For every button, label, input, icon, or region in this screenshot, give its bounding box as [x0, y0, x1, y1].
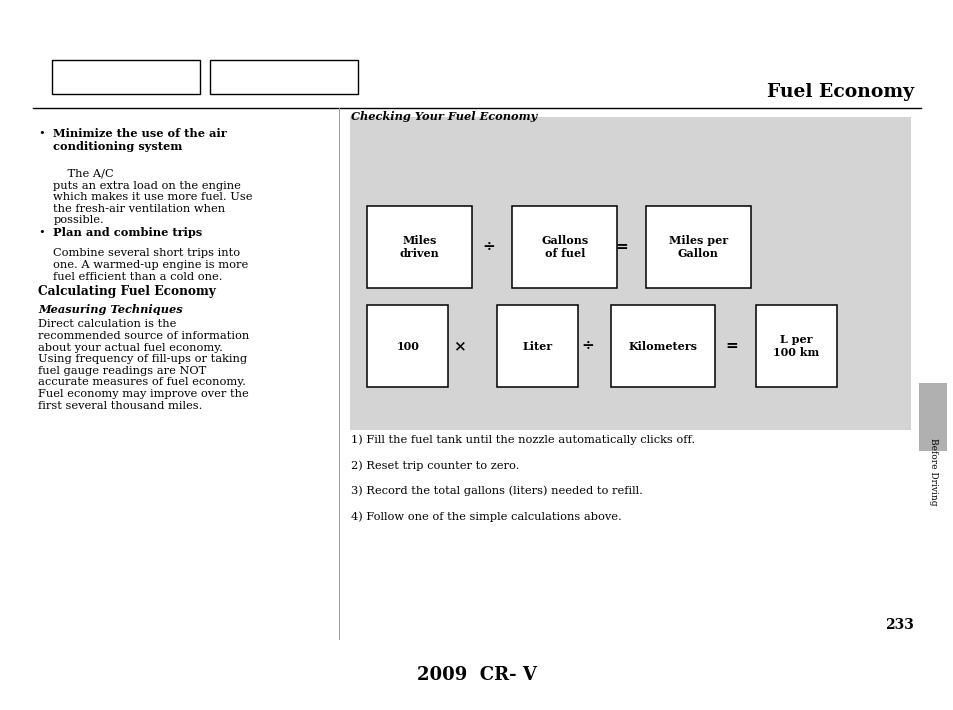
- Bar: [210, 60, 357, 94]
- Bar: [512, 206, 617, 288]
- Text: =: =: [724, 339, 738, 353]
- Bar: [367, 305, 448, 387]
- Text: 1) Fill the fuel tank until the nozzle automatically clicks off.: 1) Fill the fuel tank until the nozzle a…: [351, 435, 695, 445]
- Text: =: =: [615, 240, 628, 253]
- Text: Measuring Techniques: Measuring Techniques: [38, 304, 183, 315]
- Text: 100: 100: [396, 341, 418, 351]
- Text: Minimize the use of the air
conditioning system: Minimize the use of the air conditioning…: [53, 128, 227, 152]
- Text: 2) Reset trip counter to zero.: 2) Reset trip counter to zero.: [351, 460, 518, 471]
- Bar: [367, 206, 472, 288]
- Bar: [755, 305, 836, 387]
- Text: Miles per
Gallon: Miles per Gallon: [668, 235, 727, 258]
- Text: 4) Follow one of the simple calculations above.: 4) Follow one of the simple calculations…: [351, 511, 621, 522]
- Text: The A/C
puts an extra load on the engine
which makes it use more fuel. Use
the f: The A/C puts an extra load on the engine…: [53, 169, 253, 225]
- Bar: [918, 383, 946, 451]
- Text: Calculating Fuel Economy: Calculating Fuel Economy: [38, 285, 215, 298]
- Bar: [610, 305, 715, 387]
- Text: L per
100 km: L per 100 km: [772, 334, 819, 358]
- Text: 2009  CR- V: 2009 CR- V: [416, 666, 537, 684]
- Text: ÷: ÷: [481, 240, 495, 253]
- Text: •: •: [38, 128, 45, 138]
- Bar: [350, 117, 910, 430]
- Text: Kilometers: Kilometers: [628, 341, 697, 351]
- Text: Plan and combine trips: Plan and combine trips: [53, 227, 202, 238]
- Text: Gallons
of fuel: Gallons of fuel: [540, 235, 588, 258]
- Text: Fuel Economy: Fuel Economy: [766, 83, 913, 101]
- Text: ×: ×: [453, 339, 466, 353]
- Bar: [497, 305, 578, 387]
- Text: 3) Record the total gallons (liters) needed to refill.: 3) Record the total gallons (liters) nee…: [351, 486, 642, 496]
- Text: ÷: ÷: [580, 339, 594, 353]
- Bar: [645, 206, 750, 288]
- Text: Combine several short trips into
one. A warmed-up engine is more
fuel efficient : Combine several short trips into one. A …: [53, 248, 249, 282]
- Text: 233: 233: [884, 618, 913, 632]
- Text: •: •: [38, 227, 45, 237]
- Text: Checking Your Fuel Economy: Checking Your Fuel Economy: [351, 111, 537, 122]
- Text: Direct calculation is the
recommended source of information
about your actual fu: Direct calculation is the recommended so…: [38, 320, 249, 410]
- Bar: [52, 60, 200, 94]
- Text: Miles
driven: Miles driven: [399, 235, 439, 258]
- Text: Before Driving: Before Driving: [927, 438, 937, 506]
- Text: Liter: Liter: [522, 341, 552, 351]
